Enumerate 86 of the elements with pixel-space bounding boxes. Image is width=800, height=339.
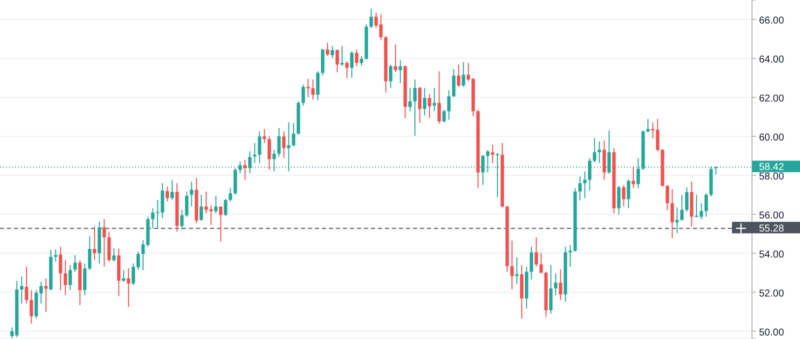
candlestick	[243, 159, 247, 180]
ref-line-label: 58.42	[759, 162, 784, 174]
candlestick	[646, 118, 650, 133]
candlestick	[83, 262, 86, 296]
candlestick	[622, 184, 626, 208]
candlestick	[228, 188, 232, 202]
candlestick	[316, 70, 320, 101]
ref-line-label: 55.28	[759, 223, 784, 234]
candlestick	[394, 44, 398, 73]
candlestick	[666, 184, 670, 210]
candlestick	[286, 122, 290, 172]
candlestick	[234, 168, 237, 196]
candlestick	[422, 87, 426, 116]
y-tick-label: 60.00	[759, 132, 784, 144]
candlestick	[583, 170, 587, 199]
y-tick-label: 66.00	[759, 16, 784, 27]
y-tick-label: 58.00	[759, 172, 784, 183]
candlestick	[336, 48, 339, 73]
candlestick	[675, 206, 679, 234]
candlestick	[345, 60, 349, 78]
y-tick-label: 52.00	[759, 288, 784, 300]
candlestick	[166, 186, 170, 202]
candlestick	[253, 142, 256, 164]
candlestick	[558, 268, 562, 301]
candlestick	[413, 78, 417, 136]
candlestick	[224, 198, 228, 216]
candlestick	[180, 209, 184, 230]
y-tick-label: 56.00	[759, 210, 784, 222]
y-tick-label: 54.00	[759, 249, 784, 260]
candlestick	[530, 246, 534, 280]
candlestick	[704, 192, 708, 218]
candlestick	[30, 290, 34, 324]
y-tick-label: 62.00	[759, 94, 784, 105]
y-tick-label: 64.00	[759, 54, 784, 66]
candlestick	[350, 50, 354, 78]
candlestick	[539, 252, 543, 274]
candlestick	[447, 90, 451, 120]
candlestick	[354, 48, 358, 67]
candlestick	[418, 86, 422, 124]
candlestick	[64, 260, 68, 296]
candlestick	[292, 122, 296, 147]
candlestick	[534, 236, 538, 268]
candlestick	[214, 195, 218, 214]
candlestick	[68, 264, 72, 291]
candlestick	[398, 60, 402, 84]
candlestick	[170, 179, 174, 200]
candlestick	[112, 248, 116, 262]
candlestick	[102, 218, 106, 268]
candlestick	[549, 264, 553, 314]
candlestick	[602, 140, 606, 180]
candlestick	[302, 84, 305, 106]
candlestick	[107, 231, 111, 262]
candlestick	[20, 276, 24, 304]
candlestick	[432, 87, 436, 112]
candlestick	[568, 244, 572, 268]
candlestick	[282, 130, 286, 159]
candlestick	[258, 130, 262, 164]
candlestick	[670, 188, 674, 239]
candlestick	[340, 46, 344, 66]
candlestick	[370, 8, 373, 28]
candlestick	[388, 64, 392, 88]
candlestick	[92, 226, 96, 261]
candlestick	[408, 87, 412, 112]
candlestick	[452, 68, 456, 98]
candlestick	[58, 246, 62, 291]
candlestick	[54, 248, 58, 262]
candlestick	[320, 48, 324, 76]
candlestick	[554, 272, 558, 296]
candlestick	[632, 166, 636, 189]
candlestick	[268, 136, 271, 170]
candlestick	[437, 70, 441, 124]
candlestick	[617, 185, 621, 216]
candlestick	[330, 46, 334, 58]
y-tick-label: 50.00	[759, 327, 784, 338]
candlestick	[685, 186, 688, 212]
candlestick	[442, 109, 446, 123]
candlestick	[190, 181, 194, 208]
candlestick	[73, 254, 77, 272]
candlestick	[200, 194, 204, 222]
candlestick	[219, 206, 222, 242]
candlestick	[456, 64, 460, 88]
candlestick	[185, 191, 188, 218]
candlestick	[680, 194, 684, 222]
candlestick	[88, 235, 92, 271]
candlestick	[262, 128, 266, 144]
candlestick	[306, 78, 310, 98]
